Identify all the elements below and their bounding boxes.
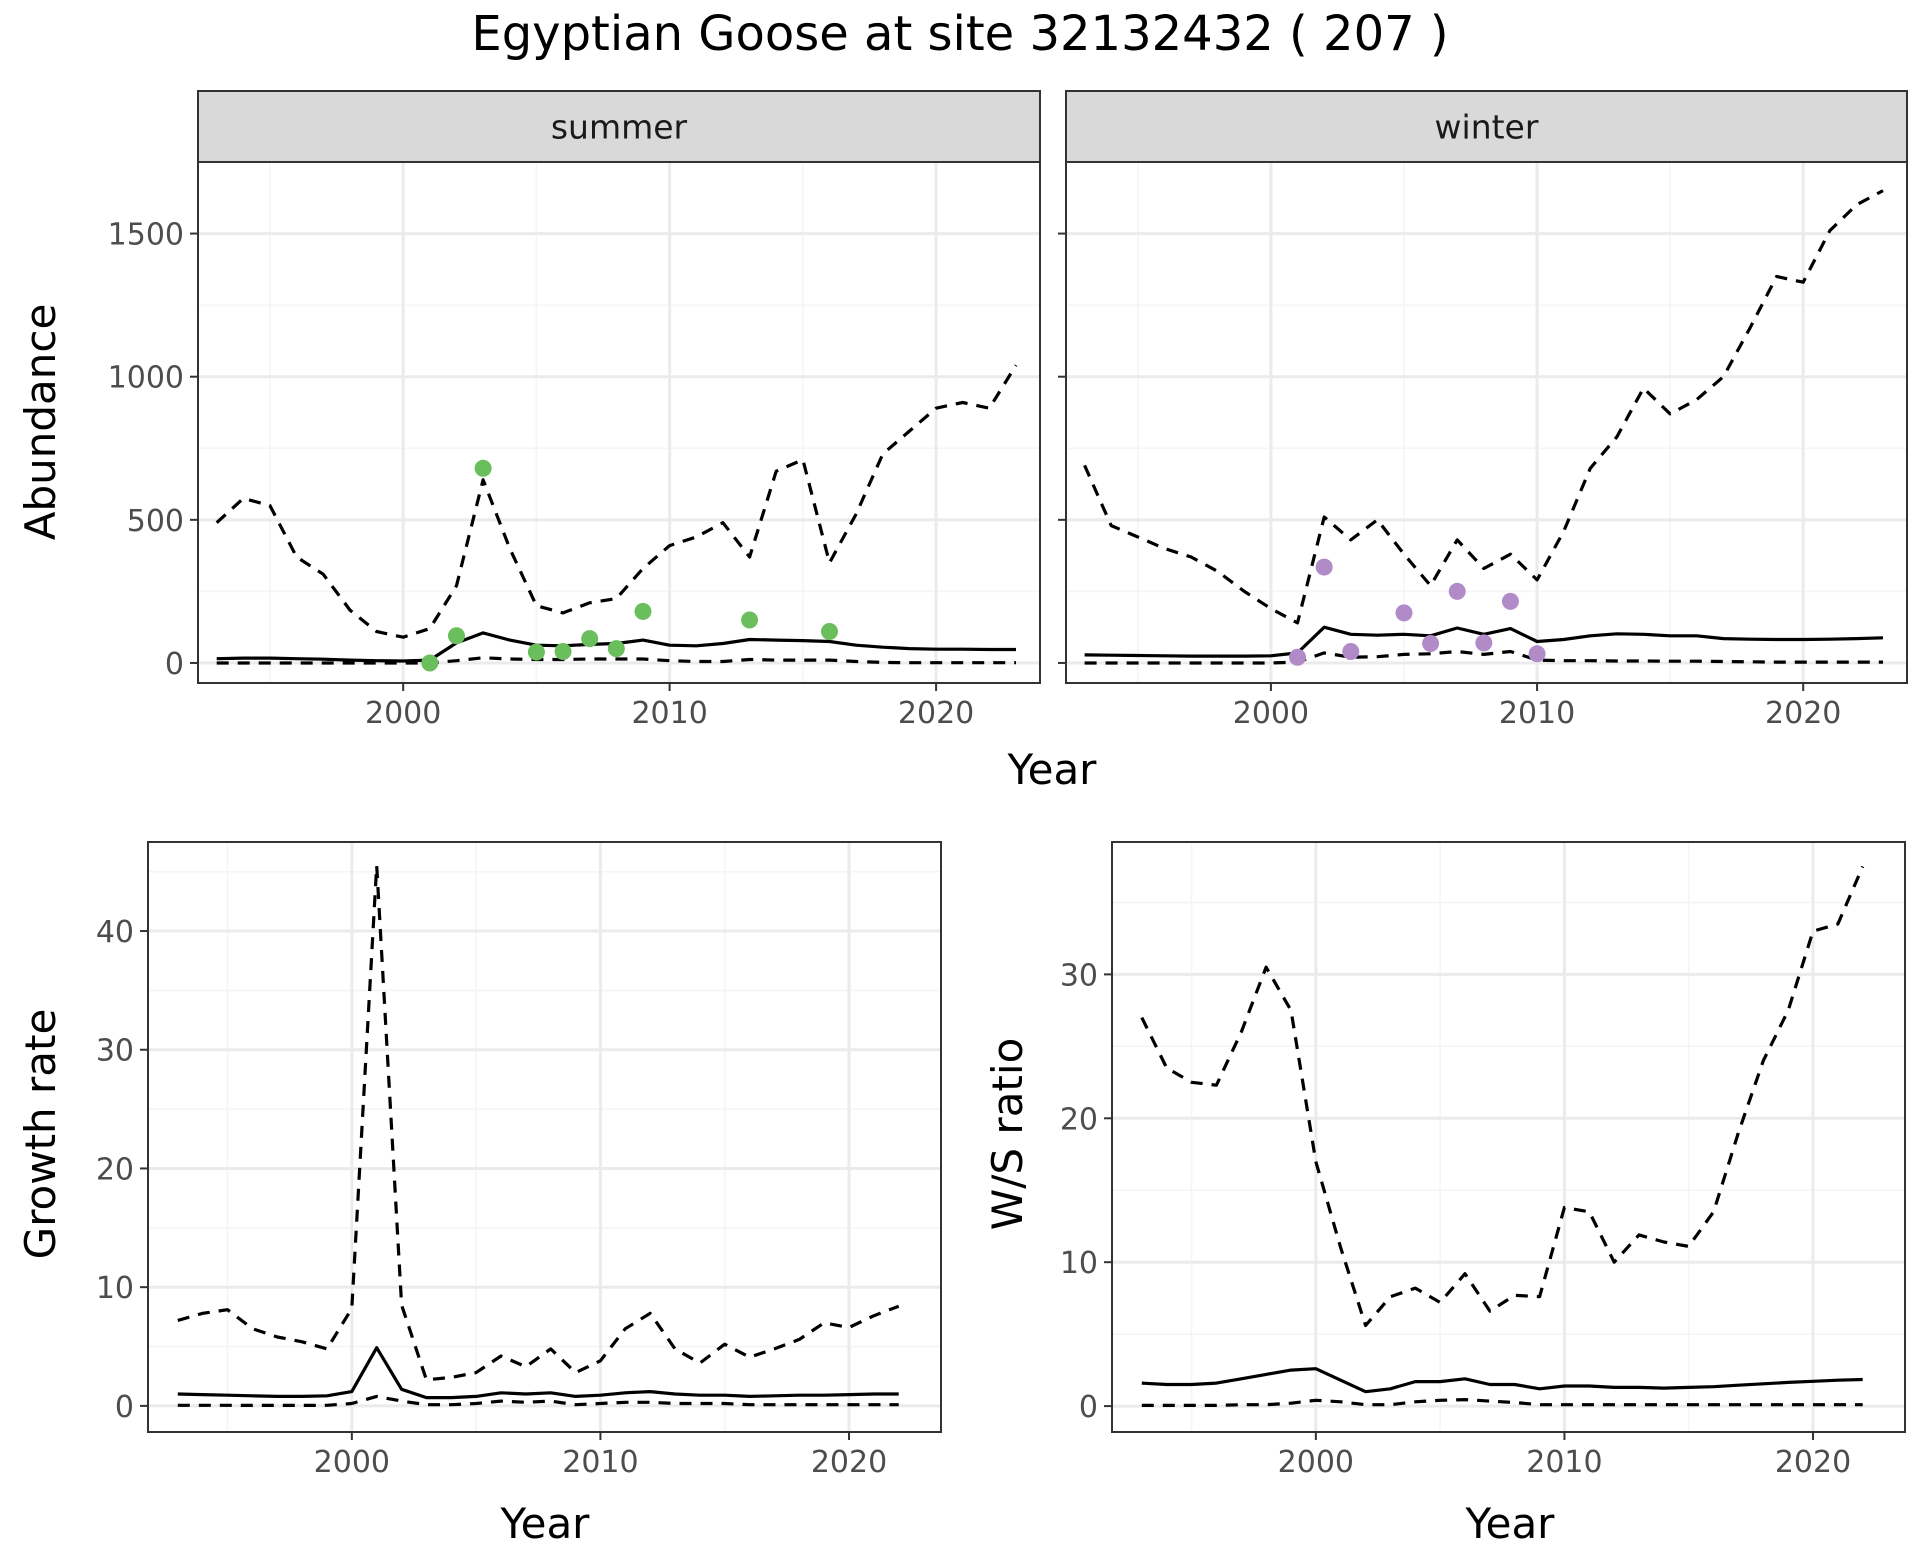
- observed-point: [1395, 604, 1413, 622]
- series-line-mean: [1141, 1367, 1863, 1394]
- y-tick-label: 0: [165, 647, 184, 682]
- y-tick-label: 30: [1060, 958, 1098, 993]
- observed-point: [1342, 643, 1360, 661]
- x-tick-label: 2000: [314, 1445, 390, 1480]
- y-tick-label: 10: [1060, 1246, 1098, 1281]
- x-tick-label: 2020: [898, 696, 974, 731]
- growth-y-axis-title: Growth rate: [16, 1009, 65, 1260]
- observed-point: [607, 640, 625, 658]
- figure-title: Egyptian Goose at site 32132432 ( 207 ): [471, 6, 1448, 62]
- observed-point: [1448, 582, 1466, 600]
- observed-point: [1315, 558, 1333, 576]
- panel-background: [1112, 842, 1905, 1432]
- x-tick-label: 2010: [1499, 696, 1575, 731]
- series-line-upper: [215, 364, 1018, 639]
- ws-ratio-panel: 2000 2010 2020 0 10 20 30: [1060, 841, 1906, 1480]
- series-line-lower: [216, 656, 1016, 665]
- series-line-lower: [1141, 1397, 1863, 1408]
- observed-point: [1475, 634, 1493, 652]
- observed-point: [1501, 592, 1519, 610]
- growth-rate-panel: 2000 2010 2020 0 10 20 30 40: [96, 841, 942, 1480]
- facet-strip: [1065, 90, 1908, 163]
- y-tick-label: 10: [96, 1271, 134, 1306]
- series-line-upper: [1083, 189, 1884, 625]
- top-y-axis-title: Abundance: [16, 304, 65, 541]
- panel-background: [148, 842, 941, 1432]
- y-tick-label: 20: [1060, 1102, 1098, 1137]
- observed-point: [447, 627, 465, 645]
- observed-point: [821, 622, 838, 640]
- observed-point: [741, 611, 759, 629]
- growth-x-axis-title: Year: [500, 1499, 591, 1548]
- series-line-mean: [177, 1346, 899, 1400]
- x-tick-label: 2000: [365, 696, 441, 731]
- series-line-upper: [177, 864, 900, 1382]
- x-tick-label: 2010: [562, 1445, 638, 1480]
- observed-point: [1528, 645, 1546, 663]
- x-tick-label: 2020: [1765, 696, 1841, 731]
- observed-point: [1422, 634, 1440, 652]
- observed-point: [554, 643, 572, 661]
- y-tick-label: 1000: [108, 361, 184, 396]
- observed-point: [474, 459, 492, 477]
- winter-panel: 2000 2010 2020 winter: [1058, 90, 1908, 731]
- observed-point: [1289, 648, 1307, 666]
- y-tick-label: 0: [115, 1390, 134, 1425]
- ratio-y-axis-title: W/S ratio: [983, 1038, 1032, 1231]
- x-tick-label: 2000: [1233, 696, 1309, 731]
- observed-point: [421, 654, 439, 672]
- facet-strip-label: summer: [551, 108, 688, 147]
- y-tick-label: 40: [96, 915, 134, 950]
- panel-border: [147, 841, 942, 1433]
- top-x-axis-title: Year: [1007, 745, 1098, 794]
- x-tick-label: 2000: [1278, 1445, 1354, 1480]
- series-line-mean: [1084, 625, 1884, 658]
- series-line-lower: [177, 1394, 899, 1408]
- x-tick-label: 2010: [631, 696, 707, 731]
- panel-background: [1066, 162, 1907, 683]
- series-line-upper: [1140, 865, 1865, 1328]
- y-tick-label: 20: [96, 1152, 134, 1187]
- x-tick-label: 2020: [1775, 1445, 1851, 1480]
- x-tick-label: 2020: [811, 1445, 887, 1480]
- ratio-x-axis-title: Year: [1465, 1499, 1556, 1548]
- facet-strip-label: winter: [1435, 108, 1539, 147]
- y-tick-label: 0: [1079, 1390, 1098, 1425]
- facet-strip: [197, 90, 1041, 163]
- summer-panel: 2000 2010 2020 0 500 1000 1500 summer: [108, 90, 1041, 731]
- series-line-lower: [1084, 649, 1883, 665]
- panel-border: [1111, 841, 1906, 1433]
- y-tick-label: 500: [127, 504, 184, 539]
- observed-point: [581, 630, 599, 648]
- observed-point: [634, 602, 652, 620]
- observed-point: [527, 643, 545, 661]
- x-tick-label: 2010: [1526, 1445, 1602, 1480]
- y-tick-label: 30: [96, 1034, 134, 1069]
- y-tick-label: 1500: [108, 218, 184, 253]
- panel-background: [198, 162, 1040, 683]
